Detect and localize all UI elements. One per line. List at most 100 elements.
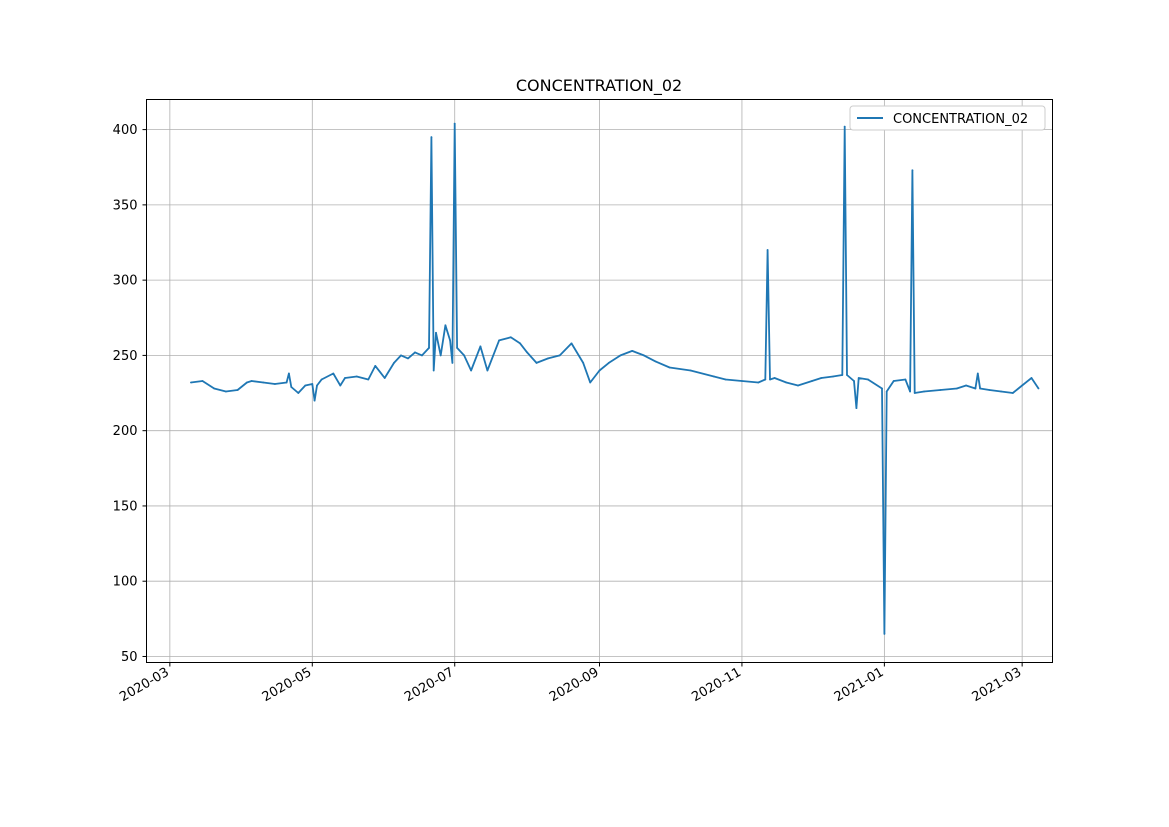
data-point xyxy=(619,354,622,357)
y-tick-label: 400 xyxy=(113,123,138,138)
y-tick-label: 350 xyxy=(113,198,138,213)
data-point xyxy=(421,354,423,357)
plot-area xyxy=(190,122,1040,635)
data-point xyxy=(855,407,858,409)
data-point xyxy=(313,399,316,402)
data-point xyxy=(449,339,451,342)
data-point xyxy=(1011,392,1014,394)
data-point xyxy=(607,362,610,364)
data-point xyxy=(428,347,430,349)
data-point xyxy=(288,372,290,375)
data-point xyxy=(519,342,521,345)
data-point xyxy=(414,351,416,354)
data-point xyxy=(911,169,914,172)
y-tick-label: 100 xyxy=(113,575,138,590)
data-point xyxy=(867,378,869,381)
data-point xyxy=(432,369,435,372)
data-point xyxy=(589,381,592,384)
data-point xyxy=(570,342,573,345)
data-point xyxy=(509,336,512,339)
data-point xyxy=(225,390,227,393)
data-point xyxy=(913,392,916,394)
data-point xyxy=(909,390,911,393)
legend-box xyxy=(849,105,1046,131)
data-point xyxy=(741,380,743,382)
data-point xyxy=(304,384,307,387)
data-point xyxy=(444,324,447,327)
y-tick-label: 200 xyxy=(113,424,138,439)
data-point xyxy=(262,381,265,384)
data-point xyxy=(1037,387,1040,390)
data-point xyxy=(668,366,671,369)
data-point xyxy=(811,380,813,382)
y-tick-label: 50 xyxy=(121,650,138,665)
data-point xyxy=(766,249,769,251)
data-point xyxy=(383,377,386,379)
data-point xyxy=(1000,390,1002,393)
data-point xyxy=(453,122,456,125)
data-point xyxy=(311,383,314,385)
data-point xyxy=(201,380,204,382)
data-point xyxy=(558,354,561,357)
data-point xyxy=(965,384,967,387)
data-point xyxy=(643,354,645,357)
legend-label: CONCENTRATION_02 xyxy=(893,112,1028,127)
data-point xyxy=(290,386,293,388)
data-point xyxy=(213,387,216,390)
y-tick-label: 300 xyxy=(113,274,138,289)
data-point xyxy=(955,387,958,390)
data-point xyxy=(769,378,771,381)
data-point xyxy=(853,380,855,382)
data-point xyxy=(439,354,442,357)
data-point xyxy=(582,362,585,364)
data-point xyxy=(881,387,883,390)
data-point xyxy=(332,372,335,375)
data-point xyxy=(374,365,377,367)
data-point xyxy=(407,357,409,360)
data-point xyxy=(190,381,192,384)
data-point xyxy=(832,375,834,378)
y-tick-label: 150 xyxy=(113,499,138,514)
data-point xyxy=(339,384,342,387)
data-point xyxy=(498,339,500,342)
data-point xyxy=(988,389,991,391)
data-point xyxy=(456,347,458,349)
data-point xyxy=(367,378,370,381)
data-point xyxy=(764,378,767,381)
data-point xyxy=(773,377,776,379)
data-point xyxy=(892,380,895,382)
data-point xyxy=(885,390,888,393)
data-point xyxy=(713,375,715,378)
data-point xyxy=(785,381,788,384)
data-point xyxy=(883,633,886,635)
data-point xyxy=(976,372,979,375)
data-point xyxy=(486,369,489,372)
data-point xyxy=(974,387,977,390)
data-point xyxy=(820,377,823,379)
data-point xyxy=(250,380,253,382)
data-point xyxy=(451,362,454,364)
data-point xyxy=(724,378,727,381)
y-axis: 50 100 150 200 250 300 350 400 xyxy=(113,123,147,665)
data-point xyxy=(479,345,482,348)
data-point xyxy=(939,389,942,391)
y-tick-label: 250 xyxy=(113,349,138,364)
data-point xyxy=(236,389,239,391)
data-point xyxy=(923,390,925,393)
data-point xyxy=(598,369,601,372)
data-point xyxy=(904,378,907,381)
legend: CONCENTRATION_02 xyxy=(849,105,1046,131)
data-point xyxy=(400,354,402,357)
chart-title: CONCENTRATION_02 xyxy=(516,76,682,96)
data-point xyxy=(1021,384,1023,387)
data-point xyxy=(435,331,437,334)
data-point xyxy=(320,378,323,381)
data-point xyxy=(979,387,981,390)
data-point xyxy=(654,360,657,363)
data-point xyxy=(274,383,276,385)
data-point xyxy=(393,362,395,364)
data-point xyxy=(547,357,549,360)
data-point xyxy=(430,136,433,139)
